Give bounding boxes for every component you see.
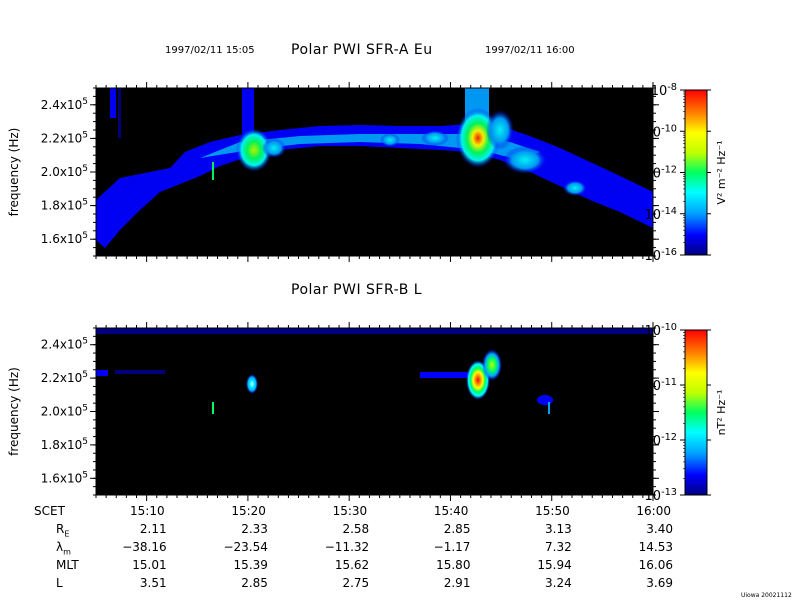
ephemeris-cell: −11.32 [324,540,370,554]
panel-a-emission [96,88,653,248]
colorbar-tick-label: 10-16 [645,247,677,264]
panel-b-plot-area [96,328,653,495]
colorbar-tick-label: 10-12 [645,165,677,182]
ephemeris-row-label: L [56,576,63,590]
ephemeris-cell: 15:10 [130,504,165,518]
y-axis-label: frequency (Hz) [7,128,21,217]
ephemeris-cell: 15.01 [132,558,167,572]
colorbar-b [684,329,708,496]
ephemeris-cell: 3.51 [139,576,167,590]
colorbar-tick-label: 10-10 [645,123,677,140]
panel-a-title: Polar PWI SFR-A Eu [291,42,433,58]
panel-b-title: Polar PWI SFR-B L [291,282,423,298]
ephemeris-cell: 2.75 [342,576,370,590]
colorbar-tick-label: 10-8 [651,82,677,99]
panel-b-chart: 1.6x105 1.8x105 2.0x105 2.2x105 2.4x105 frequ… [7,322,728,504]
colorbar-tick-label: 10-13 [645,487,677,504]
ephemeris-cell: 2.85 [443,522,471,536]
panel-b-emission [96,328,653,414]
end-time-label: 1997/02/11 16:00 [485,45,575,56]
ephemeris-cell: 3.13 [545,522,572,536]
y-tick-label: 2.4x105 [41,97,88,112]
ephemeris-cell: 15.39 [233,558,268,572]
ephemeris-cell: 15.62 [334,558,370,572]
y-tick-label: 2.0x105 [41,164,88,179]
y-tick-label: 2.0x105 [41,404,88,419]
ephemeris-cell: −23.54 [223,540,268,554]
colorbar-tick-label: 10-11 [645,377,677,394]
ephemeris-cell: 15:30 [332,504,368,518]
ephemeris-cell: −1.17 [433,540,471,554]
ephemeris-cell: 15:40 [433,504,469,518]
colorbar-tick-label: 10-12 [645,432,677,449]
colorbar-a [684,89,708,256]
ephemeris-cell: 2.11 [139,522,167,536]
colorbar-tick-label: 10-14 [645,206,677,223]
ephemeris-cell: 15:20 [231,504,266,518]
colorbar-label: nT² Hz⁻¹ [715,390,728,436]
ephemeris-row-label: RE [56,522,70,539]
ephemeris-cell: 2.58 [342,522,370,536]
panel-a-chart: 1.6x105 1.8x105 2.0x105 2.2x105 2.4x105 frequ… [7,82,728,264]
ephemeris-row-label: MLT [56,558,79,572]
ephemeris-cell: 16:00 [636,504,671,518]
y-tick-label: 1.6x105 [41,231,88,246]
ephemeris-cell: 16.06 [638,558,673,572]
ephemeris-cell: 2.91 [443,576,471,590]
y-axis-label: frequency (Hz) [7,367,21,456]
ephemeris-cell: 7.32 [545,540,572,554]
ephemeris-cell: 2.85 [241,576,268,590]
y-tick-label: 2.2x105 [41,370,88,385]
start-time-label: 1997/02/11 15:05 [165,45,255,56]
ephemeris-cell: 3.40 [646,522,673,536]
ephemeris-cell: 14.53 [638,540,673,554]
ephemeris-cell: 3.69 [646,576,673,590]
y-tick-label: 1.6x105 [41,470,88,485]
y-tick-label: 2.4x105 [41,337,88,352]
ephemeris-cell: −38.16 [122,540,167,554]
ephemeris-cell: 15:50 [535,504,570,518]
ephemeris-cell: 15.80 [436,558,471,572]
ephemeris-row-label: SCET [34,504,65,518]
credit-label: Uiowa 20021112 [741,592,792,599]
ephemeris-cell: 3.24 [545,576,572,590]
colorbar-label: V² m⁻² Hz⁻¹ [715,140,728,204]
colorbar-tick-label: 10-10 [645,322,677,339]
ephemeris-cell: 15.94 [537,558,572,572]
y-tick-label: 2.2x105 [41,130,88,145]
y-tick-label: 1.8x105 [41,437,88,452]
ephemeris-row-label: λm [56,540,71,557]
ephemeris-cell: 2.33 [241,522,268,536]
y-tick-label: 1.8x105 [41,198,88,213]
